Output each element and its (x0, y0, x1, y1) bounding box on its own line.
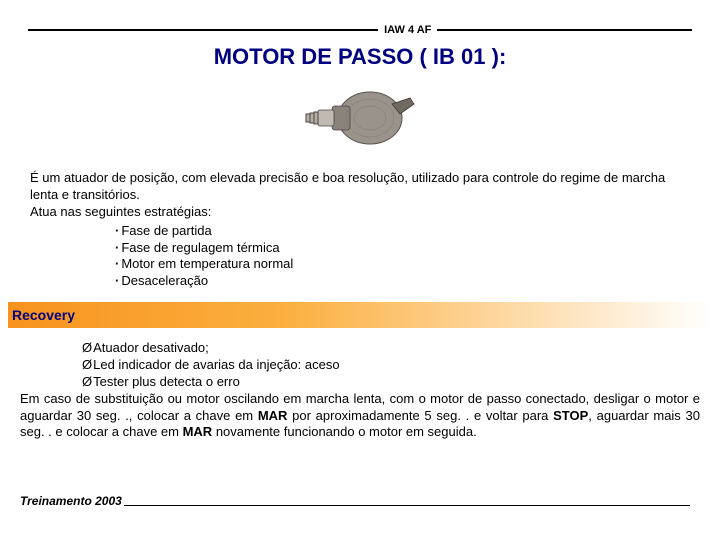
footer-rule (124, 505, 690, 507)
recovery-item: Led indicador de avarias da injeção: ace… (82, 357, 700, 374)
recovery-item: Tester plus detecta o erro (82, 374, 700, 391)
rec-text: novamente funcionando o motor em seguida… (212, 424, 477, 439)
strategy-item: Fase de regulagem térmica (115, 240, 690, 257)
strategy-item: Fase de partida (115, 223, 690, 240)
recovery-body: Atuador desativado; Led indicador de ava… (20, 340, 700, 441)
page-title: MOTOR DE PASSO ( IB 01 ): (0, 44, 720, 70)
strategy-list: Fase de partida Fase de regulagem térmic… (115, 223, 690, 291)
description-block: É um atuador de posição, com elevada pre… (30, 170, 690, 290)
rec-text: por aproximadamente 5 seg. . e voltar pa… (287, 408, 553, 423)
footer: Treinamento 2003 (20, 494, 690, 508)
desc-intro-2: Atua nas seguintes estratégias: (30, 204, 690, 221)
footer-text: Treinamento 2003 (20, 494, 124, 508)
header-label: IAW 4 AF (378, 24, 437, 36)
recovery-heading: Recovery (12, 307, 75, 323)
rec-mar: MAR (183, 424, 213, 439)
header-divider: IAW 4 AF (28, 24, 692, 36)
recovery-heading-bar: Recovery (8, 302, 712, 328)
strategy-item: Motor em temperatura normal (115, 256, 690, 273)
recovery-item: Atuador desativado; (82, 340, 700, 357)
rec-mar: MAR (258, 408, 288, 423)
strategy-item: Desaceleração (115, 273, 690, 290)
stepper-motor-illustration (300, 82, 420, 154)
desc-intro-1: É um atuador de posição, com elevada pre… (30, 170, 690, 204)
rec-stop: STOP (553, 408, 588, 423)
header-rule-right (437, 29, 692, 31)
recovery-list: Atuador desativado; Led indicador de ava… (82, 340, 700, 391)
recovery-paragraph: Em caso de substituição ou motor oscilan… (20, 391, 700, 442)
header-rule-left (28, 29, 378, 31)
